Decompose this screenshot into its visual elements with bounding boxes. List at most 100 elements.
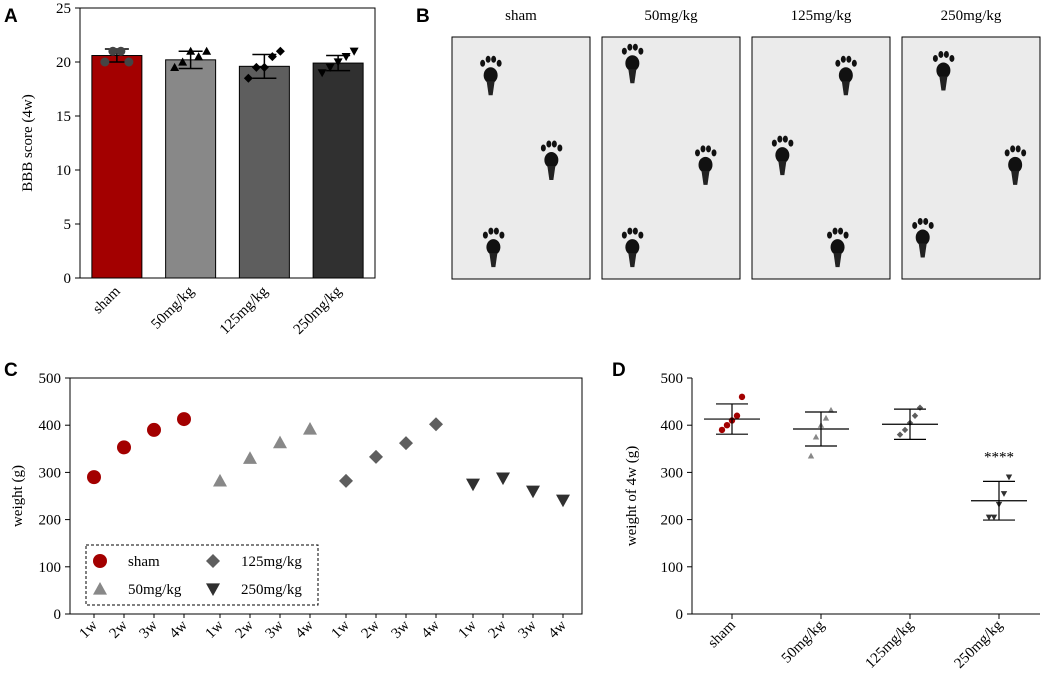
paw-print: [835, 55, 857, 96]
data-point: [822, 414, 830, 421]
data-point: [124, 57, 134, 67]
data-point: [170, 62, 180, 71]
paw-toe: [695, 149, 700, 157]
paw-toe: [499, 231, 505, 239]
paw-pad: [838, 67, 853, 84]
x-tick-label: 3w: [389, 617, 413, 641]
y-tick-label: 300: [39, 465, 62, 481]
data-point: [259, 62, 269, 72]
paw-pad: [698, 156, 713, 173]
paw-heel: [547, 166, 556, 180]
paw-pad: [1008, 156, 1023, 173]
footprint-panel: [751, 36, 891, 280]
data-point: [496, 472, 510, 486]
paw-heel: [628, 253, 637, 268]
paw-toe: [832, 227, 838, 235]
paw-toe: [480, 59, 486, 67]
paw-print: [771, 135, 794, 176]
paw-toe: [621, 47, 627, 55]
y-tick-label: 200: [39, 513, 62, 529]
paw-toe: [546, 140, 552, 148]
paw-toe: [835, 59, 841, 67]
data-point: [273, 435, 287, 449]
paw-toe: [700, 145, 706, 153]
paw-pad: [625, 239, 640, 256]
paw-toe: [949, 54, 955, 62]
data-point: [194, 52, 204, 61]
paw-pad: [486, 239, 501, 256]
data-point: [990, 514, 998, 521]
paw-toe: [777, 135, 783, 143]
x-tick-label: 1w: [77, 617, 101, 641]
y-tick-label: 0: [54, 607, 62, 623]
paw-toe: [551, 140, 557, 148]
paw-toe: [846, 55, 852, 63]
panel-letter-d: D: [612, 360, 626, 381]
paw-heel: [939, 76, 948, 91]
paw-toe: [485, 55, 491, 63]
paw-toe: [632, 227, 638, 235]
plot-frame: [69, 377, 583, 615]
data-point: [108, 46, 118, 56]
data-point: [243, 451, 257, 464]
x-tick-label: 50mg/kg: [779, 617, 828, 666]
paw-heel: [841, 81, 850, 96]
paw-toe: [627, 227, 633, 235]
paw-toe: [938, 50, 944, 58]
data-point: [275, 46, 285, 56]
y-tick-label: 500: [661, 371, 684, 387]
data-point: [916, 404, 924, 411]
legend-marker: [206, 583, 220, 596]
paw-heel: [628, 69, 637, 84]
data-point: [267, 52, 277, 62]
paw-print: [1004, 145, 1027, 185]
paw-heel: [778, 161, 787, 176]
paw-pad: [775, 147, 790, 164]
y-tick-label: 10: [56, 163, 71, 179]
panel-letter-b: B: [416, 6, 430, 27]
paw-print: [480, 55, 502, 96]
legend-label: 125mg/kg: [241, 554, 302, 570]
paw-pad: [915, 229, 930, 246]
data-point: [812, 433, 820, 440]
y-tick-label: 400: [39, 418, 62, 434]
data-point: [466, 478, 480, 492]
paw-heel: [489, 253, 498, 268]
data-point: [1000, 491, 1008, 497]
data-point: [117, 440, 131, 455]
y-tick-label: 0: [676, 607, 684, 623]
data-point: [733, 412, 741, 419]
y-tick-label: 100: [661, 560, 684, 576]
paw-toe: [851, 59, 857, 67]
y-axis-label: weight (g): [10, 465, 26, 527]
data-point: [333, 58, 343, 67]
paw-print: [621, 227, 644, 268]
footprint-panel-title: sham: [505, 8, 537, 24]
x-tick-label: 2w: [486, 617, 510, 641]
x-tick-label: 2w: [107, 617, 131, 641]
y-axis-label: BBB score (4w): [20, 94, 36, 192]
data-point: [718, 426, 726, 434]
paw-toe: [627, 43, 633, 51]
paw-pad: [625, 55, 640, 72]
paw-toe: [943, 50, 949, 58]
y-tick-label: 200: [661, 513, 684, 529]
data-point: [369, 449, 383, 464]
data-point: [251, 62, 261, 72]
paw-pad: [830, 239, 845, 256]
x-tick-label: 250mg/kg: [291, 283, 346, 338]
paw-heel: [1011, 170, 1020, 185]
bar: [312, 62, 364, 279]
x-tick-label: 1w: [456, 617, 480, 641]
paw-toe: [838, 227, 844, 235]
paw-print: [482, 227, 505, 268]
panel-letter-c: C: [4, 360, 18, 381]
data-point: [896, 431, 904, 438]
paw-toe: [928, 221, 934, 229]
paw-toe: [638, 47, 644, 55]
paw-toe: [917, 217, 923, 225]
footprint-panel-title: 50mg/kg: [644, 8, 698, 24]
